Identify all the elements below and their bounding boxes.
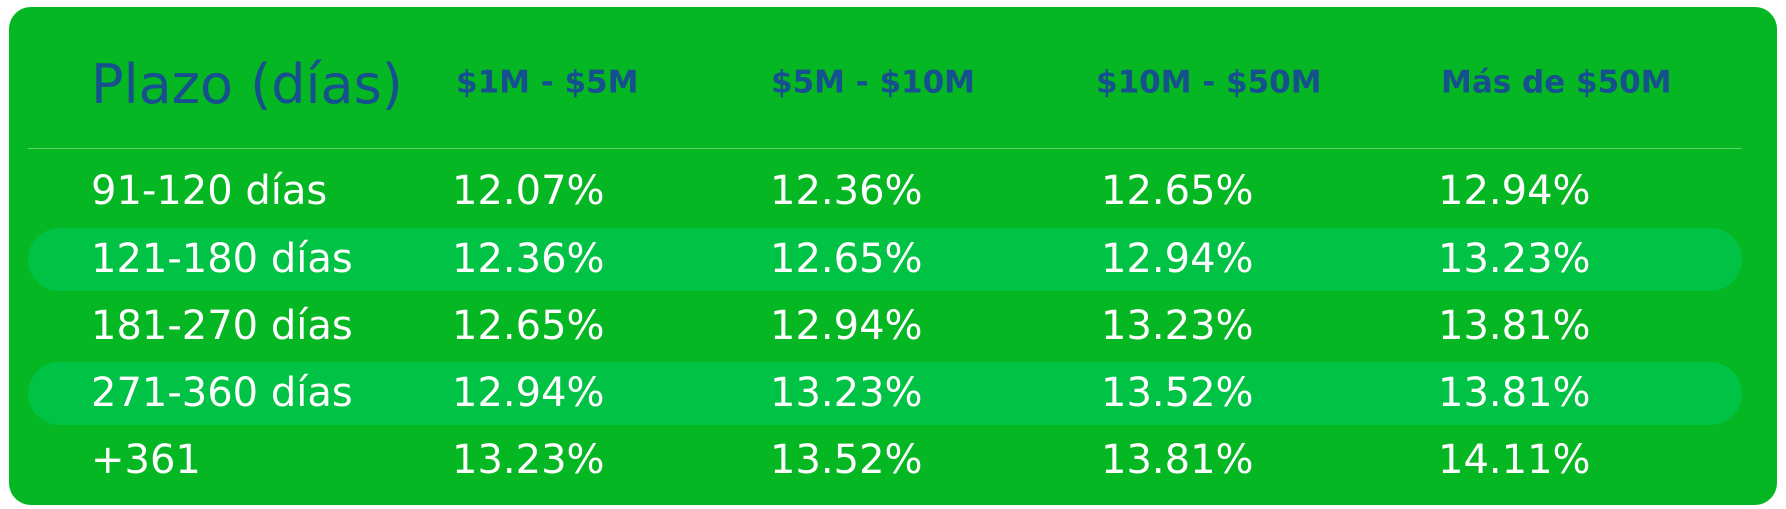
rate-cell: 13.23% bbox=[1101, 303, 1254, 349]
rate-cell: 12.65% bbox=[770, 236, 923, 282]
row-highlight bbox=[28, 362, 1742, 425]
column-header: $1M - $5M bbox=[456, 64, 639, 101]
rate-cell: 12.65% bbox=[1101, 168, 1254, 214]
rate-cell: 12.65% bbox=[452, 303, 605, 349]
rate-cell: 12.07% bbox=[452, 168, 605, 214]
rate-cell: 13.23% bbox=[452, 437, 605, 483]
row-label: 181-270 días bbox=[91, 303, 353, 349]
rate-cell: 13.81% bbox=[1438, 370, 1591, 416]
rate-cell: 14.11% bbox=[1438, 437, 1591, 483]
row-label: 271-360 días bbox=[91, 370, 353, 416]
rate-table: Plazo (días) $1M - $5M $5M - $10M $10M - $5… bbox=[9, 7, 1777, 505]
column-header: Más de $50M bbox=[1441, 64, 1672, 101]
rate-cell: 13.81% bbox=[1101, 437, 1254, 483]
rate-cell: 13.52% bbox=[1101, 370, 1254, 416]
rate-cell: 12.94% bbox=[770, 303, 923, 349]
rate-cell: 12.94% bbox=[452, 370, 605, 416]
row-highlight bbox=[28, 228, 1742, 291]
header-divider bbox=[28, 148, 1742, 149]
column-header: $10M - $50M bbox=[1096, 64, 1322, 101]
rate-cell: 13.23% bbox=[1438, 236, 1591, 282]
rate-cell: 13.52% bbox=[770, 437, 923, 483]
rate-cell: 13.81% bbox=[1438, 303, 1591, 349]
rate-cell: 12.36% bbox=[770, 168, 923, 214]
header-title: Plazo (días) bbox=[91, 53, 403, 116]
column-header: $5M - $10M bbox=[771, 64, 975, 101]
row-label: +361 bbox=[91, 437, 201, 483]
row-label: 121-180 días bbox=[91, 236, 353, 282]
rate-cell: 12.94% bbox=[1438, 168, 1591, 214]
rate-cell: 13.23% bbox=[770, 370, 923, 416]
rate-cell: 12.36% bbox=[452, 236, 605, 282]
row-label: 91-120 días bbox=[91, 168, 328, 214]
rate-cell: 12.94% bbox=[1101, 236, 1254, 282]
